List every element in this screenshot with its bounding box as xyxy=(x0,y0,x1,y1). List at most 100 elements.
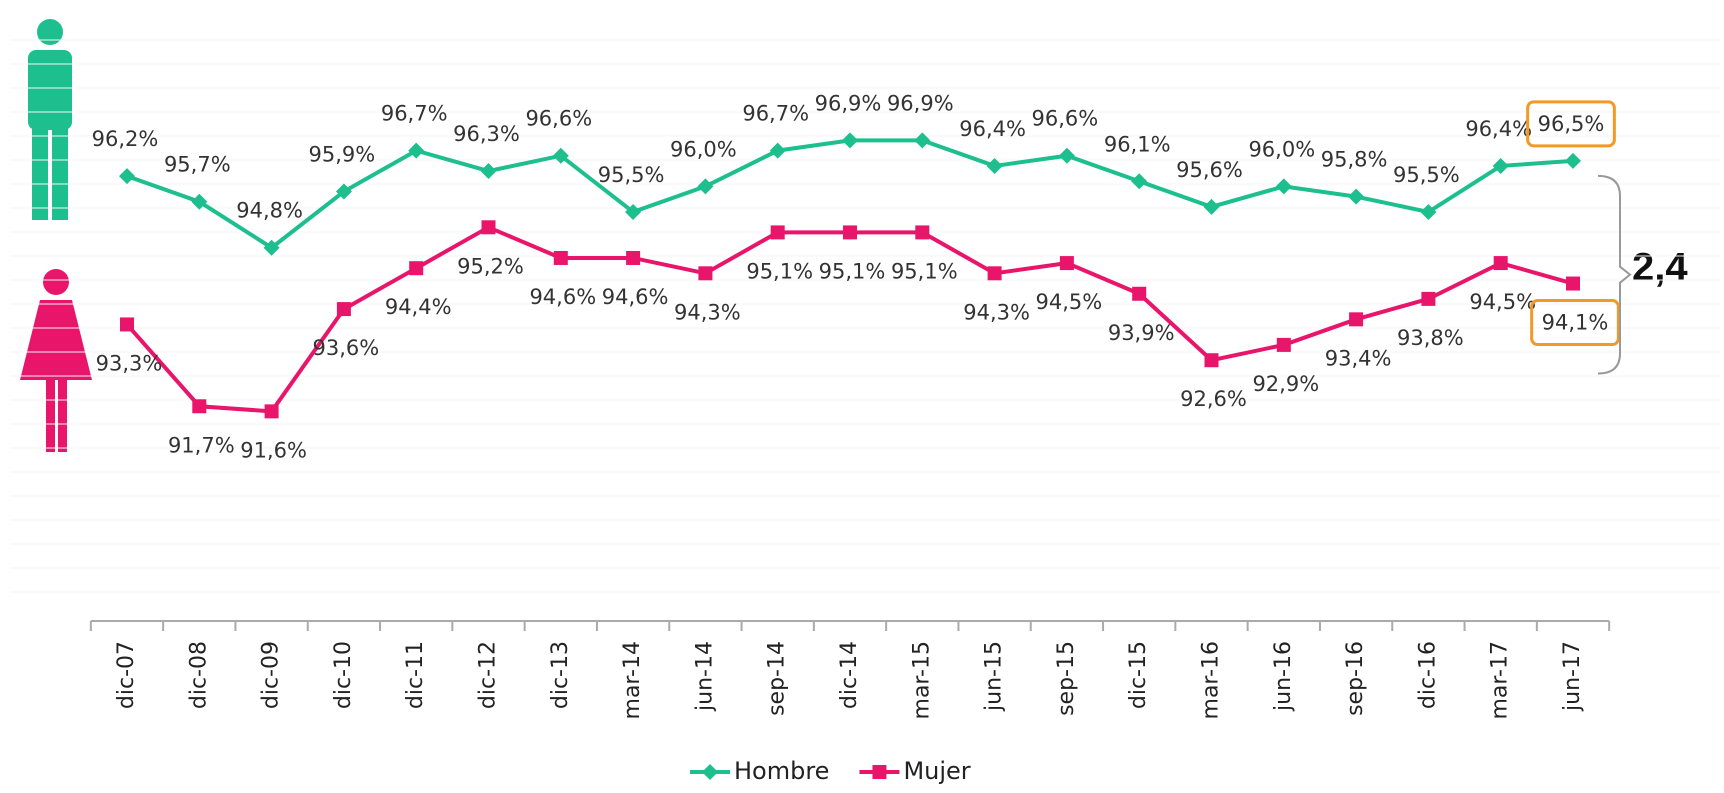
marker xyxy=(481,220,496,235)
x-tick-label: sep-14 xyxy=(765,641,790,716)
x-tick-label: mar-15 xyxy=(909,641,934,719)
legend-marker xyxy=(702,764,718,780)
x-tick-label: sep-15 xyxy=(1054,641,1079,716)
marker xyxy=(1565,152,1581,169)
data-label: 96,4% xyxy=(1465,117,1532,141)
marker xyxy=(119,168,135,185)
marker xyxy=(625,203,642,220)
data-label: 96,2% xyxy=(92,127,159,151)
data-label: 94,4% xyxy=(385,295,452,319)
marker xyxy=(480,163,497,180)
x-tick-label: sep-16 xyxy=(1343,641,1368,716)
x-tick-label: dic-15 xyxy=(1126,641,1151,709)
x-tick-label: dic-11 xyxy=(403,641,428,709)
data-label: 94,5% xyxy=(1036,290,1103,314)
x-tick-label: dic-16 xyxy=(1415,641,1440,709)
marker xyxy=(1493,256,1508,271)
x-tick-label: jun-15 xyxy=(982,641,1007,712)
marker xyxy=(986,157,1003,174)
data-label: 96,0% xyxy=(1248,137,1315,161)
marker xyxy=(1131,173,1148,190)
data-label: 94,1% xyxy=(1542,311,1609,335)
data-label: 95,2% xyxy=(457,254,524,278)
x-tick-label: dic-10 xyxy=(331,641,356,709)
marker xyxy=(1420,203,1437,220)
marker xyxy=(553,250,568,265)
marker xyxy=(1421,291,1436,306)
data-label: 95,7% xyxy=(164,153,231,177)
marker xyxy=(263,239,280,256)
data-label: 95,9% xyxy=(309,143,376,167)
marker xyxy=(843,225,857,240)
x-tick-label: dic-12 xyxy=(476,641,501,709)
data-label: 95,6% xyxy=(1176,158,1243,182)
x-tick-label: jun-14 xyxy=(692,641,717,712)
x-tick-label: mar-16 xyxy=(1199,641,1224,719)
data-label: 91,6% xyxy=(240,438,307,462)
marker xyxy=(626,250,641,265)
data-label: 94,8% xyxy=(236,199,303,223)
marker xyxy=(1276,337,1291,352)
highlight-box xyxy=(1526,100,1616,148)
data-label: 94,6% xyxy=(602,285,669,309)
data-label: 96,3% xyxy=(453,122,520,146)
marker xyxy=(191,193,208,210)
x-tick-label: dic-08 xyxy=(186,641,211,709)
marker xyxy=(987,266,1002,281)
marker xyxy=(409,261,424,276)
marker xyxy=(408,142,425,159)
marker xyxy=(842,132,858,149)
highlight-box xyxy=(1530,299,1620,347)
marker xyxy=(120,317,134,332)
data-label: 92,9% xyxy=(1252,372,1319,396)
data-label: 95,1% xyxy=(746,259,813,283)
marker xyxy=(1203,198,1220,215)
data-label: 95,1% xyxy=(819,259,886,283)
data-label: 96,7% xyxy=(381,102,448,126)
marker xyxy=(552,147,569,164)
data-label: 94,5% xyxy=(1469,290,1536,314)
marker xyxy=(1348,188,1365,205)
marker xyxy=(1058,147,1075,164)
x-tick-label: mar-17 xyxy=(1488,641,1513,719)
marker xyxy=(769,142,786,159)
marker xyxy=(1275,178,1292,195)
x-tick-label: jun-16 xyxy=(1271,641,1296,712)
marker xyxy=(697,178,714,195)
woman-icon xyxy=(20,269,92,452)
x-tick-label: jun-17 xyxy=(1560,641,1585,712)
data-label: 91,7% xyxy=(168,433,235,457)
x-tick-label: dic-13 xyxy=(548,641,573,709)
data-label: 95,8% xyxy=(1321,148,1388,172)
data-label: 95,1% xyxy=(891,259,958,283)
data-label: 96,9% xyxy=(887,91,954,115)
data-label: 96,9% xyxy=(815,91,882,115)
x-tick-label: dic-14 xyxy=(837,641,862,709)
data-label: 93,3% xyxy=(96,351,163,375)
legend-label: Hombre xyxy=(734,757,829,785)
marker xyxy=(1132,286,1147,301)
marker xyxy=(914,132,931,149)
bracket xyxy=(1597,174,1632,375)
data-label: 92,6% xyxy=(1180,387,1247,411)
data-label: 95,5% xyxy=(598,163,665,187)
data-label: 96,6% xyxy=(1032,107,1099,131)
marker xyxy=(1204,353,1219,368)
data-label: 93,6% xyxy=(313,336,380,360)
legend-marker xyxy=(872,765,887,779)
data-label: 96,7% xyxy=(742,102,809,126)
gap-annotation: 2,4 xyxy=(1632,246,1688,290)
data-label: 94,6% xyxy=(529,285,596,309)
data-label: 94,3% xyxy=(963,300,1030,324)
marker xyxy=(1059,256,1074,271)
marker xyxy=(915,225,930,240)
x-tick-label: dic-07 xyxy=(114,641,139,709)
data-label: 96,5% xyxy=(1538,112,1605,136)
marker xyxy=(192,399,207,414)
data-label: 93,9% xyxy=(1108,321,1175,345)
x-tick-label: dic-09 xyxy=(259,641,284,709)
legend-label: Mujer xyxy=(903,757,970,785)
x-tick-label: mar-14 xyxy=(620,641,645,719)
marker xyxy=(698,266,713,281)
